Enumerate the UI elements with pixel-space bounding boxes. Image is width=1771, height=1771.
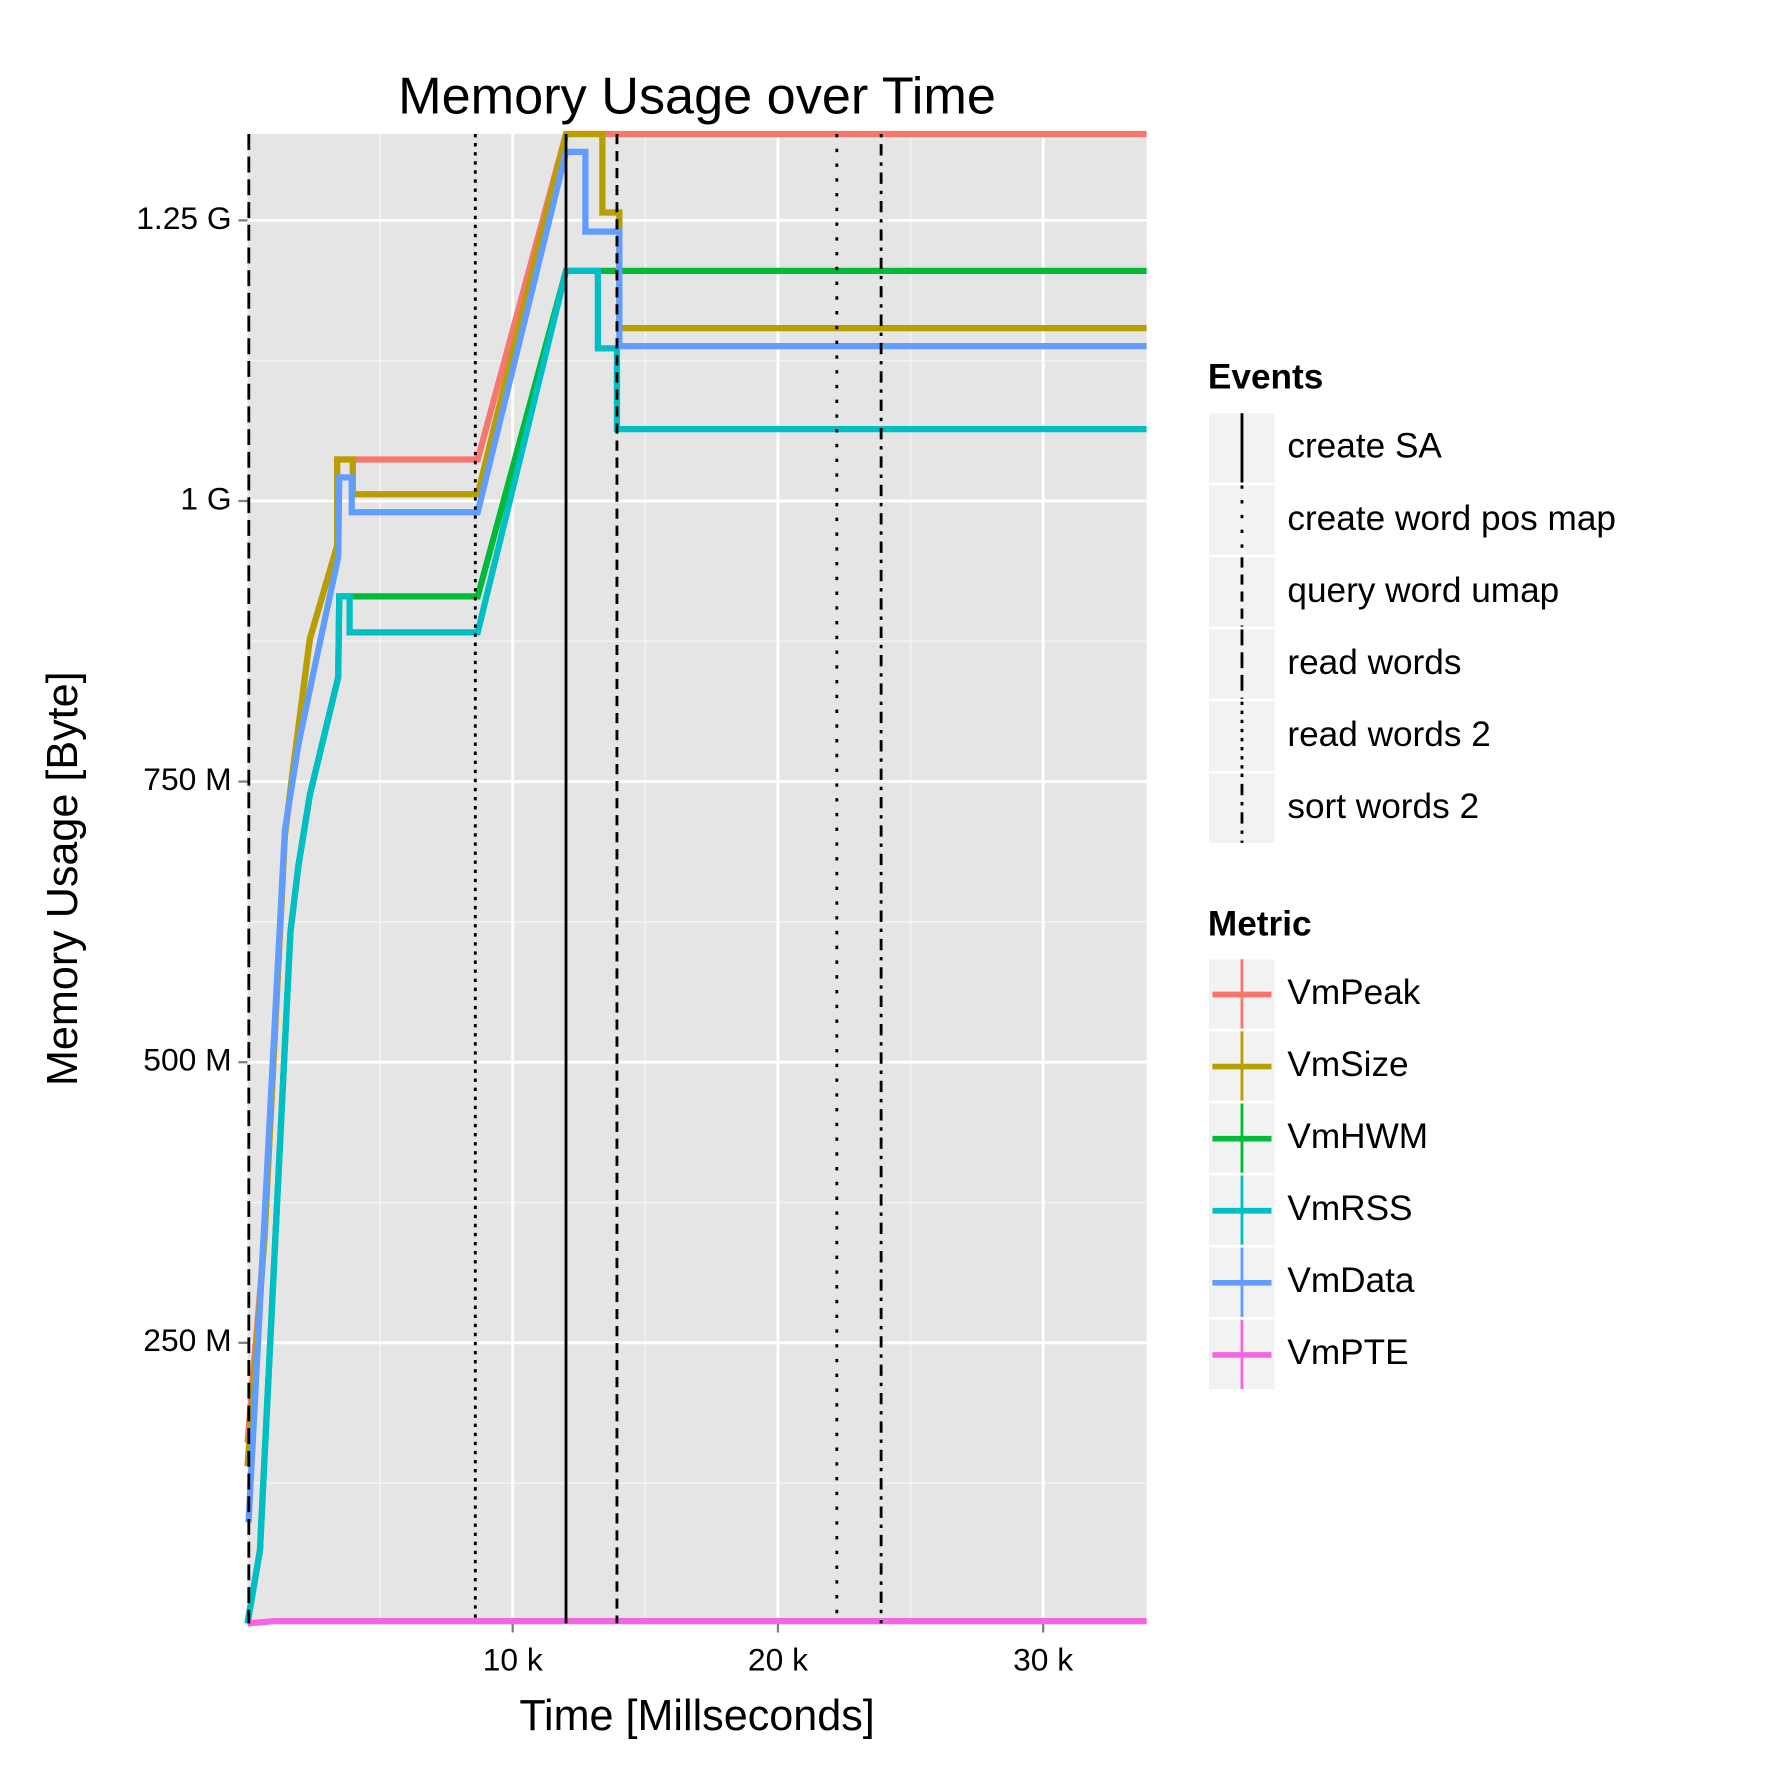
plot-background <box>247 133 1147 1624</box>
x-tick-label: 20 k <box>748 1641 808 1677</box>
legend-title: Metric <box>1208 905 1312 944</box>
y-tick-label: 1 G <box>180 480 231 516</box>
series-line <box>244 267 1147 1624</box>
y-tick-label: 500 M <box>143 1042 231 1078</box>
y-tick-label: 1.25 G <box>136 200 231 236</box>
legend-label: query word umap <box>1287 571 1559 610</box>
y-tick-label: 250 M <box>143 1322 231 1358</box>
series-line <box>245 148 1147 1523</box>
x-axis-title: Time [Millseconds] <box>519 1692 874 1740</box>
legend-key <box>1209 485 1275 555</box>
x-tick-label: 10 k <box>483 1641 543 1677</box>
legend-label: VmData <box>1287 1261 1415 1300</box>
legend-label: VmPeak <box>1287 973 1420 1012</box>
legend-label: create word pos map <box>1287 499 1616 538</box>
series-line <box>247 1618 1147 1627</box>
legend-label: read words 2 <box>1287 715 1490 754</box>
legend-label: VmHWM <box>1287 1117 1428 1156</box>
y-tick-label: 750 M <box>143 761 231 797</box>
legend-label: sort words 2 <box>1287 787 1479 826</box>
legend-label: VmPTE <box>1287 1333 1408 1372</box>
legend-label: read words <box>1287 643 1461 682</box>
legend-label: VmSize <box>1287 1045 1408 1084</box>
x-tick-label: 30 k <box>1013 1641 1073 1677</box>
legend-label: create SA <box>1287 427 1442 466</box>
legend-title: Events <box>1208 357 1323 396</box>
y-axis-title: Memory Usage [Byte] <box>39 671 87 1086</box>
chart-title: Memory Usage over Time <box>398 68 996 126</box>
legend-label: VmRSS <box>1287 1189 1412 1228</box>
